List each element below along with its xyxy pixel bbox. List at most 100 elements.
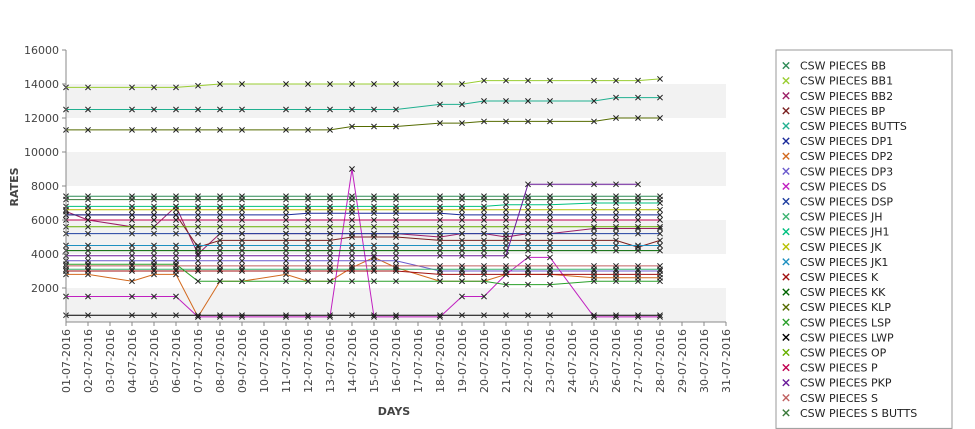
data-point-marker: [283, 257, 289, 264]
x-tick-label: 11-07-2016: [280, 329, 293, 393]
data-point-marker: [129, 196, 135, 203]
data-point-marker: [349, 242, 355, 249]
legend-label: CSW PIECES DP1: [800, 135, 893, 148]
x-tick-label: 15-07-2016: [368, 329, 381, 393]
data-point-marker: [173, 247, 179, 254]
data-point-marker: [481, 237, 487, 244]
data-point-marker: [239, 312, 245, 319]
y-tick-label: 10000: [24, 146, 59, 159]
data-point-marker: [657, 115, 663, 121]
data-point-marker: [305, 252, 311, 259]
data-point-marker: [305, 223, 311, 230]
data-point-marker: [437, 242, 443, 249]
data-point-marker: [85, 268, 91, 274]
data-point-marker: [283, 211, 289, 218]
data-point-marker: [305, 242, 311, 249]
legend-marker: [782, 61, 790, 70]
data-point-marker: [503, 312, 509, 319]
legend-marker: [782, 348, 790, 357]
legend-label: CSW PIECES LSP: [800, 316, 891, 329]
data-point-marker: [459, 242, 465, 249]
data-point-marker: [151, 211, 157, 218]
series-line: [66, 260, 660, 272]
data-point-marker: [195, 242, 201, 249]
data-point-marker: [195, 126, 201, 133]
data-point-marker: [85, 312, 91, 319]
data-point-marker: [635, 77, 641, 84]
data-point-marker: [481, 77, 487, 84]
data-point-marker: [635, 242, 641, 249]
data-point-marker: [393, 247, 399, 254]
legend-marker: [782, 318, 790, 326]
data-point-marker: [305, 230, 311, 237]
data-point-marker: [151, 312, 157, 319]
legend-marker: [782, 394, 790, 402]
data-point-marker: [349, 81, 355, 87]
data-point-marker: [503, 242, 509, 249]
data-point-marker: [239, 262, 245, 269]
data-point-marker: [129, 84, 135, 91]
data-point-marker: [151, 106, 157, 113]
data-point-marker: [305, 196, 311, 203]
data-point-marker: [85, 84, 91, 91]
data-point-marker: [437, 252, 443, 259]
legend-label: CSW PIECES LWP: [800, 331, 894, 344]
data-point-marker: [503, 230, 509, 237]
data-point-marker: [305, 206, 311, 213]
x-tick-label: 04-07-2016: [126, 329, 139, 393]
data-point-marker: [195, 278, 201, 285]
data-point-marker: [459, 230, 465, 237]
data-point-marker: [525, 211, 531, 218]
data-point-marker: [239, 126, 245, 133]
x-tick-label: 31-07-2016: [720, 329, 733, 393]
legend-label: CSW PIECES JH: [800, 211, 883, 224]
data-point-marker: [327, 217, 333, 223]
legend-label: CSW PIECES DSP: [800, 195, 893, 208]
data-point-marker: [239, 257, 245, 264]
data-point-marker: [195, 211, 201, 218]
y-tick-label: 16000: [24, 44, 59, 57]
data-point-marker: [85, 217, 91, 223]
data-point-marker: [305, 81, 311, 87]
data-point-marker: [657, 94, 663, 101]
data-point-marker: [613, 206, 619, 213]
data-point-marker: [503, 206, 509, 213]
grid-bands: [66, 50, 726, 322]
data-point-marker: [481, 223, 487, 230]
data-point-marker: [657, 312, 663, 319]
data-point-marker: [525, 181, 531, 188]
data-point-marker: [613, 312, 619, 319]
data-point-marker: [305, 106, 311, 113]
x-tick-label: 07-07-2016: [192, 329, 205, 393]
data-point-marker: [437, 101, 443, 108]
data-point-marker: [283, 106, 289, 113]
data-point-marker: [217, 81, 223, 87]
data-point-marker: [459, 217, 465, 223]
legend-marker: [782, 167, 790, 175]
data-point-marker: [525, 223, 531, 230]
data-point-marker: [195, 252, 201, 259]
data-point-marker: [283, 217, 289, 223]
data-point-marker: [173, 242, 179, 249]
data-point-marker: [525, 206, 531, 213]
data-point-marker: [459, 206, 465, 213]
data-point-marker: [635, 312, 641, 319]
data-point-marker: [283, 312, 289, 319]
data-point-marker: [393, 81, 399, 87]
data-point-marker: [151, 247, 157, 254]
series-group: [63, 230, 663, 237]
data-point-marker: [151, 84, 157, 91]
data-point-marker: [459, 211, 465, 218]
data-point-marker: [195, 257, 201, 264]
data-point-marker: [525, 201, 531, 208]
data-point-marker: [613, 211, 619, 218]
data-point-marker: [503, 211, 509, 218]
data-point-marker: [481, 196, 487, 203]
y-tick-label: 6000: [31, 214, 59, 227]
legend-marker: [782, 137, 790, 145]
data-point-marker: [173, 252, 179, 259]
data-point-marker: [327, 106, 333, 113]
legend-label: CSW PIECES JH1: [800, 226, 890, 239]
legend-marker: [782, 258, 790, 266]
x-tick-label: 26-07-2016: [610, 329, 623, 393]
